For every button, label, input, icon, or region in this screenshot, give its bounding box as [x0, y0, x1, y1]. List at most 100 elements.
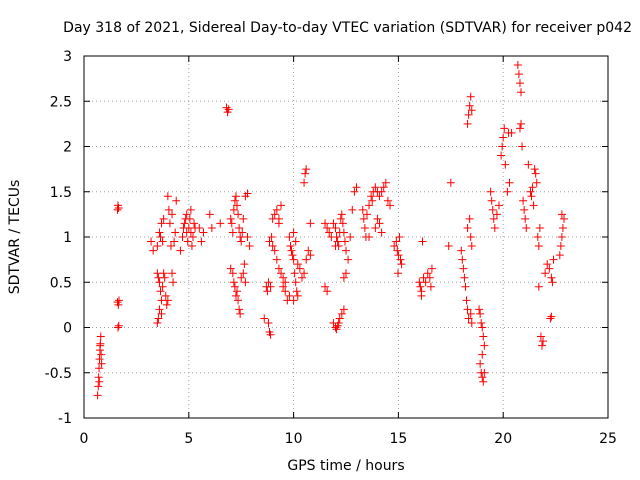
data-point	[270, 246, 279, 255]
data-point	[480, 341, 489, 350]
data-point	[514, 70, 523, 79]
data-point	[541, 269, 550, 278]
data-point	[426, 282, 435, 291]
y-tick-label: 2.5	[50, 94, 72, 110]
data-point	[458, 255, 467, 264]
x-tick-label: 15	[389, 431, 407, 447]
data-point	[186, 228, 195, 237]
data-point	[237, 273, 246, 282]
data-point	[331, 242, 340, 251]
data-point	[489, 214, 498, 223]
data-point	[334, 318, 343, 327]
data-point	[157, 219, 166, 228]
data-point	[360, 223, 369, 232]
data-point	[113, 323, 122, 332]
data-point	[285, 233, 294, 241]
data-point	[463, 305, 472, 314]
data-point	[396, 255, 405, 264]
data-point	[527, 192, 536, 201]
data-point	[529, 201, 538, 210]
data-point	[323, 223, 332, 232]
data-point	[287, 246, 296, 255]
data-point	[377, 228, 386, 237]
y-tick-label: 0	[63, 321, 72, 337]
data-point	[488, 205, 497, 214]
data-point	[547, 312, 556, 321]
data-point	[114, 300, 123, 309]
data-point	[297, 273, 306, 282]
data-point	[97, 350, 106, 359]
data-point	[335, 314, 344, 323]
data-point	[228, 269, 237, 278]
data-point	[236, 233, 245, 241]
data-point	[479, 332, 488, 341]
data-point	[500, 124, 509, 133]
data-point	[519, 196, 528, 205]
data-point	[515, 79, 524, 88]
data-point	[281, 278, 290, 287]
data-point	[487, 196, 496, 205]
data-point	[155, 305, 164, 314]
data-point	[323, 287, 332, 296]
data-point	[156, 233, 165, 241]
data-point	[306, 251, 315, 260]
data-point	[418, 237, 427, 246]
data-point	[293, 291, 302, 300]
data-point	[243, 189, 252, 198]
data-point	[94, 373, 103, 382]
data-point	[301, 169, 310, 178]
data-point	[501, 160, 510, 169]
data-point	[226, 264, 235, 273]
data-point	[205, 210, 214, 219]
data-point	[359, 214, 368, 223]
data-point	[425, 273, 434, 282]
data-point	[530, 165, 539, 174]
data-point	[476, 359, 485, 368]
data-point	[266, 282, 275, 291]
data-point	[490, 223, 499, 232]
data-point	[365, 233, 374, 241]
data-point	[465, 214, 474, 223]
data-point	[466, 92, 475, 101]
data-point	[340, 237, 349, 246]
y-axis-ticks: -1 -0.5 0 0.5 1 1.5 2 2.5 3	[45, 49, 608, 427]
data-point	[464, 110, 473, 119]
data-point	[234, 296, 243, 305]
data-point	[337, 309, 346, 318]
data-point	[149, 246, 158, 255]
data-point	[195, 223, 204, 232]
data-point	[467, 242, 476, 251]
data-point	[476, 309, 485, 318]
data-point	[348, 205, 357, 214]
y-tick-label: 1	[63, 230, 72, 246]
data-point	[263, 287, 272, 296]
data-point	[115, 296, 124, 305]
data-point	[243, 233, 252, 241]
data-point	[377, 187, 386, 196]
data-point	[465, 101, 474, 110]
data-point	[548, 278, 557, 287]
x-tick-label: 20	[494, 431, 512, 447]
data-point	[279, 273, 288, 282]
data-point	[277, 269, 286, 278]
x-tick-label: 0	[80, 431, 89, 447]
data-point	[156, 287, 165, 296]
data-point	[188, 233, 197, 241]
data-point	[332, 325, 341, 334]
data-point	[157, 309, 166, 318]
data-point	[329, 219, 338, 228]
data-point	[390, 242, 399, 251]
data-point	[163, 296, 172, 305]
data-point	[462, 296, 471, 305]
y-tick-label: -1	[58, 411, 72, 427]
data-point	[264, 318, 273, 327]
data-point	[238, 228, 247, 237]
data-point	[96, 332, 105, 341]
data-point	[394, 251, 403, 260]
data-point	[97, 359, 106, 368]
data-point	[463, 119, 472, 128]
data-point	[539, 337, 548, 346]
data-point	[533, 233, 542, 241]
data-point	[543, 260, 552, 269]
data-point	[155, 278, 164, 287]
